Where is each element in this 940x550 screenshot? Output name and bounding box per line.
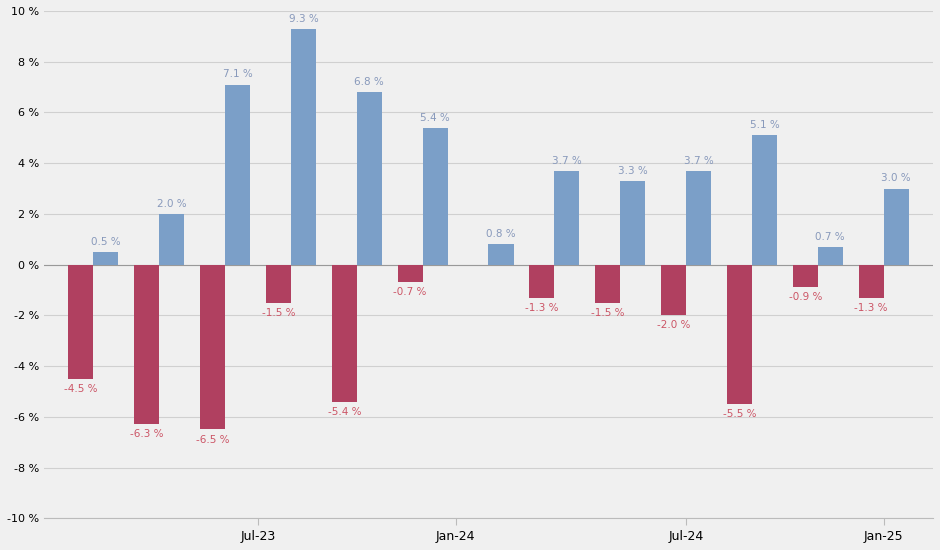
Text: -1.5 %: -1.5 % xyxy=(591,307,624,318)
Text: 0.8 %: 0.8 % xyxy=(486,229,516,239)
Bar xyxy=(290,29,316,265)
Text: -1.3 %: -1.3 % xyxy=(525,302,558,312)
Text: 5.4 %: 5.4 % xyxy=(420,113,450,123)
Bar xyxy=(686,170,711,265)
Bar xyxy=(200,265,225,430)
Bar xyxy=(134,265,159,425)
Bar xyxy=(858,265,884,298)
Text: 3.3 %: 3.3 % xyxy=(618,166,648,176)
Text: 6.8 %: 6.8 % xyxy=(354,77,384,87)
Text: 0.7 %: 0.7 % xyxy=(816,232,845,242)
Text: -0.9 %: -0.9 % xyxy=(789,293,822,303)
Text: -1.3 %: -1.3 % xyxy=(854,302,888,312)
Text: -6.5 %: -6.5 % xyxy=(196,434,229,444)
Bar xyxy=(884,189,909,265)
Bar xyxy=(792,265,818,288)
Text: -5.5 %: -5.5 % xyxy=(723,409,756,419)
Text: 2.0 %: 2.0 % xyxy=(157,199,186,209)
Bar xyxy=(69,265,93,379)
Bar xyxy=(489,244,513,265)
Text: -0.7 %: -0.7 % xyxy=(394,288,427,298)
Bar xyxy=(423,128,447,265)
Bar xyxy=(93,252,118,265)
Text: -2.0 %: -2.0 % xyxy=(657,321,690,331)
Text: 3.7 %: 3.7 % xyxy=(552,156,582,166)
Text: -6.3 %: -6.3 % xyxy=(130,430,164,439)
Bar xyxy=(357,92,382,265)
Bar xyxy=(595,265,620,303)
Text: 9.3 %: 9.3 % xyxy=(289,14,319,24)
Bar xyxy=(159,214,184,265)
Text: 3.0 %: 3.0 % xyxy=(882,173,911,184)
Text: -5.4 %: -5.4 % xyxy=(327,406,361,417)
Text: 0.5 %: 0.5 % xyxy=(91,237,120,247)
Bar xyxy=(661,265,686,315)
Bar xyxy=(818,247,843,265)
Bar xyxy=(332,265,357,402)
Text: -4.5 %: -4.5 % xyxy=(64,384,98,394)
Bar xyxy=(398,265,423,282)
Bar xyxy=(727,265,752,404)
Text: -1.5 %: -1.5 % xyxy=(261,307,295,318)
Text: 3.7 %: 3.7 % xyxy=(683,156,713,166)
Bar xyxy=(266,265,290,303)
Bar xyxy=(529,265,555,298)
Text: 5.1 %: 5.1 % xyxy=(749,120,779,130)
Bar xyxy=(555,170,579,265)
Bar xyxy=(752,135,777,265)
Text: 7.1 %: 7.1 % xyxy=(223,69,253,79)
Bar xyxy=(620,181,645,265)
Bar xyxy=(225,85,250,265)
